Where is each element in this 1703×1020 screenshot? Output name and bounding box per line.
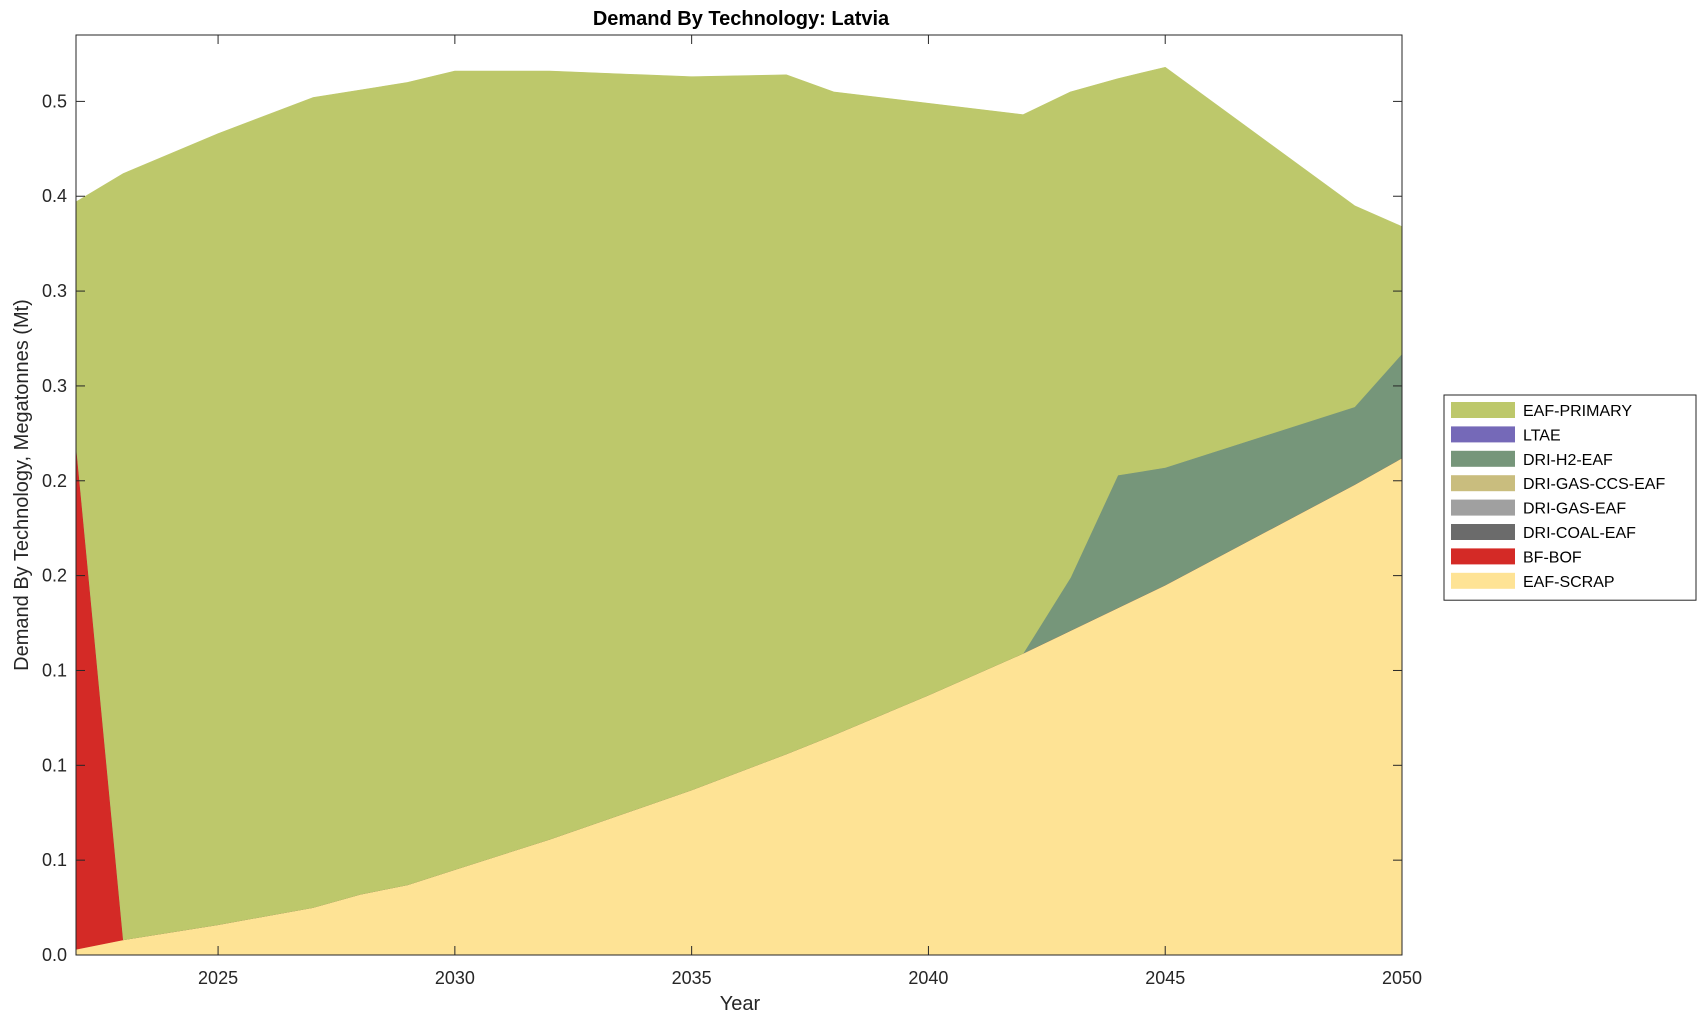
y-tick-label: 0.0 — [42, 945, 67, 965]
legend-swatch-dri-coal-eaf — [1451, 524, 1515, 540]
y-tick-label: 0.2 — [42, 471, 67, 491]
legend-label-ltae: LTAE — [1523, 427, 1561, 444]
x-tick-label: 2050 — [1382, 968, 1422, 988]
y-tick-label: 0.4 — [42, 186, 67, 206]
legend-swatch-dri-gas-eaf — [1451, 499, 1515, 516]
x-tick-label: 2045 — [1145, 968, 1185, 988]
x-tick-label: 2035 — [672, 968, 712, 988]
legend-swatch-eaf-scrap — [1451, 572, 1515, 589]
y-tick-label: 0.1 — [42, 660, 67, 680]
axes-box — [75, 34, 1403, 956]
legend-label-dri-coal-eaf: DRI-COAL-EAF — [1523, 525, 1636, 542]
y-tick-label: 0.3 — [42, 281, 67, 301]
y-tick-label: 0.3 — [42, 376, 67, 396]
y-tick-label: 0.1 — [42, 850, 67, 870]
x-axis-label: Year — [720, 993, 761, 1015]
y-tick-label: 0.2 — [42, 566, 67, 586]
legend-label-dri-gas-eaf: DRI-GAS-EAF — [1523, 501, 1626, 518]
chart-title: Demand By Technology: Latvia — [593, 8, 890, 30]
legend-swatch-bf-bof — [1451, 548, 1515, 565]
x-tick-label: 2040 — [908, 968, 948, 988]
x-tick-label: 2030 — [435, 968, 475, 988]
y-axis-label: Demand By Technology, Megatonnes (Mt) — [11, 299, 33, 671]
area-series-group — [75, 66, 1403, 956]
legend: EAF-PRIMARY LTAE DRI-H2-EAF DRI-GAS-CCS-EAF… — [1443, 394, 1697, 601]
legend-label-dri-h2-eaf: DRI-H2-EAF — [1523, 452, 1613, 469]
legend-swatch-ltae — [1451, 426, 1515, 443]
legend-swatch-dri-gas-ccs-eaf — [1451, 475, 1515, 492]
legend-label-eaf-primary: EAF-PRIMARY — [1523, 403, 1632, 420]
y-tick-label: 0.1 — [42, 755, 67, 775]
y-tick-label: 0.5 — [42, 91, 67, 111]
legend-box — [1443, 394, 1697, 601]
legend-swatch-eaf-primary — [1451, 402, 1515, 418]
x-tick-label: 2025 — [198, 968, 238, 988]
legend-swatch-dri-h2-eaf — [1451, 450, 1515, 467]
legend-label-dri-gas-ccs-eaf: DRI-GAS-CCS-EAF — [1523, 476, 1665, 493]
axes-group: 2025 2030 2035 2040 2045 2050 0.0 0.1 0.1 0.1 0.2 0… — [42, 34, 1422, 988]
legend-label-eaf-scrap: EAF-SCRAP — [1523, 574, 1615, 591]
legend-label-bf-bof: BF-BOF — [1523, 549, 1582, 566]
